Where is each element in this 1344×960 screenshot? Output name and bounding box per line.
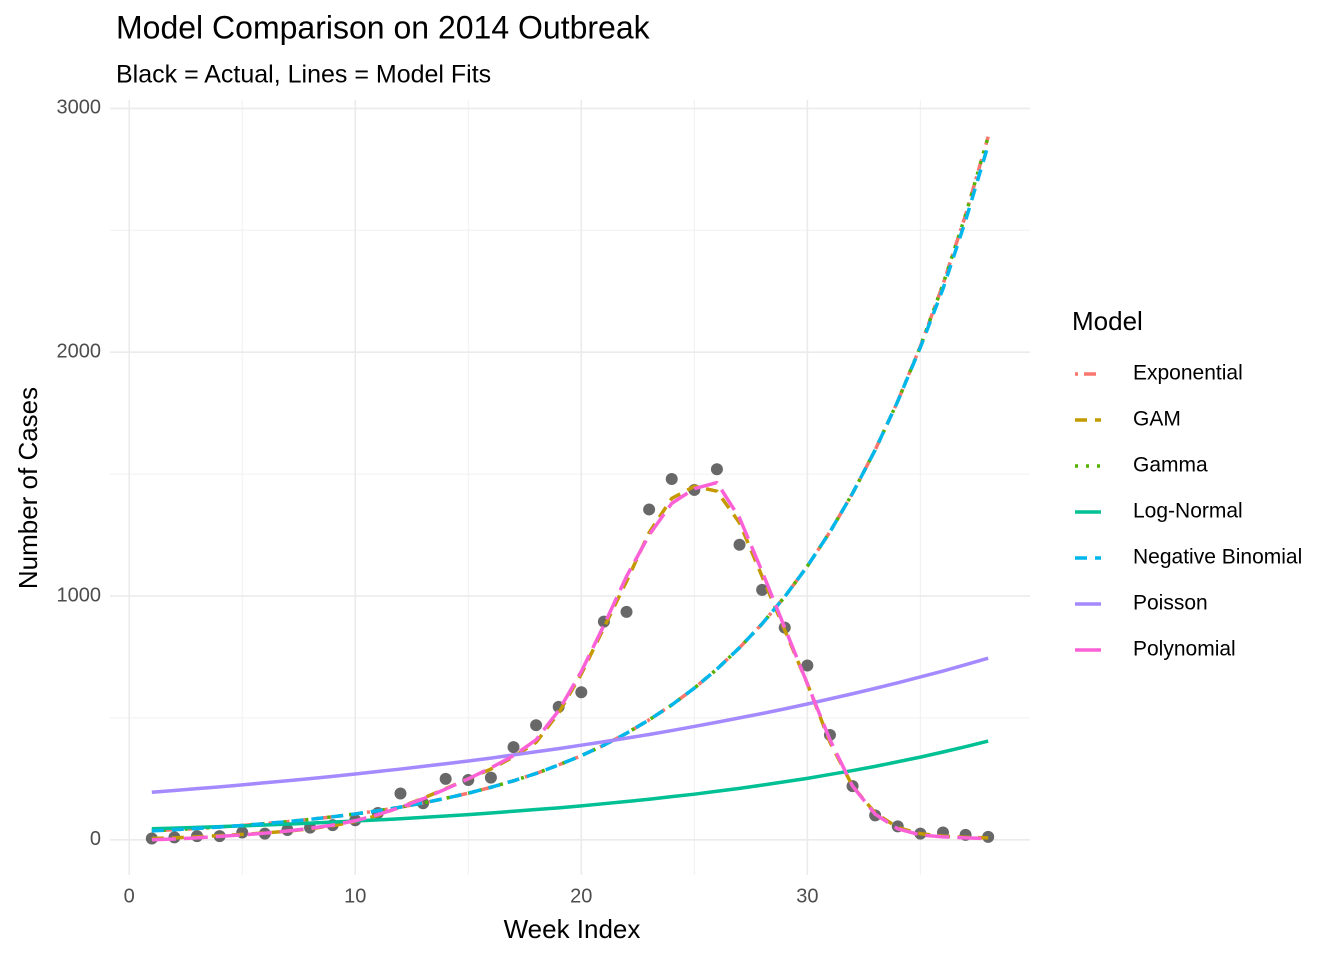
actual-point xyxy=(801,659,814,672)
chart-subtitle: Black = Actual, Lines = Model Fits xyxy=(116,61,491,89)
actual-point xyxy=(756,583,769,596)
model-line xyxy=(151,656,989,794)
y-tick-label: 2000 xyxy=(57,340,102,362)
x-tick-label: 0 xyxy=(124,885,135,907)
legend-label: GAM xyxy=(1133,408,1181,431)
x-tick-label: 20 xyxy=(570,885,592,907)
model-line xyxy=(151,144,990,833)
actual-point xyxy=(575,686,588,699)
legend-label: Log-Normal xyxy=(1133,500,1243,523)
y-tick-label: 1000 xyxy=(57,584,102,606)
legend-title: Model xyxy=(1072,306,1143,336)
actual-point xyxy=(484,771,497,784)
legend-label: Negative Binomial xyxy=(1133,546,1302,569)
x-tick-label: 30 xyxy=(796,885,818,907)
model-line xyxy=(151,739,989,831)
legend-label: Gamma xyxy=(1133,454,1208,477)
actual-point xyxy=(530,719,543,732)
model-line xyxy=(151,136,990,833)
actual-point xyxy=(507,741,520,754)
actual-point xyxy=(439,772,452,785)
x-tick-label: 10 xyxy=(344,885,366,907)
model-line xyxy=(151,480,989,842)
actual-point xyxy=(710,463,723,476)
actual-point xyxy=(665,472,678,485)
legend-label: Exponential xyxy=(1133,362,1243,385)
actual-point xyxy=(394,787,407,800)
actual-point xyxy=(620,605,633,618)
actual-point xyxy=(643,503,656,516)
y-axis-title: Number of Cases xyxy=(13,387,43,589)
model-line xyxy=(151,484,989,841)
y-tick-label: 0 xyxy=(90,828,101,850)
legend-label: Poisson xyxy=(1133,592,1208,615)
legend-label: Polynomial xyxy=(1133,638,1236,661)
model-line xyxy=(151,136,990,833)
x-axis-title: Week Index xyxy=(504,914,641,944)
actual-point xyxy=(733,538,746,551)
chart-title: Model Comparison on 2014 Outbreak xyxy=(116,9,651,45)
y-tick-label: 3000 xyxy=(57,97,102,119)
